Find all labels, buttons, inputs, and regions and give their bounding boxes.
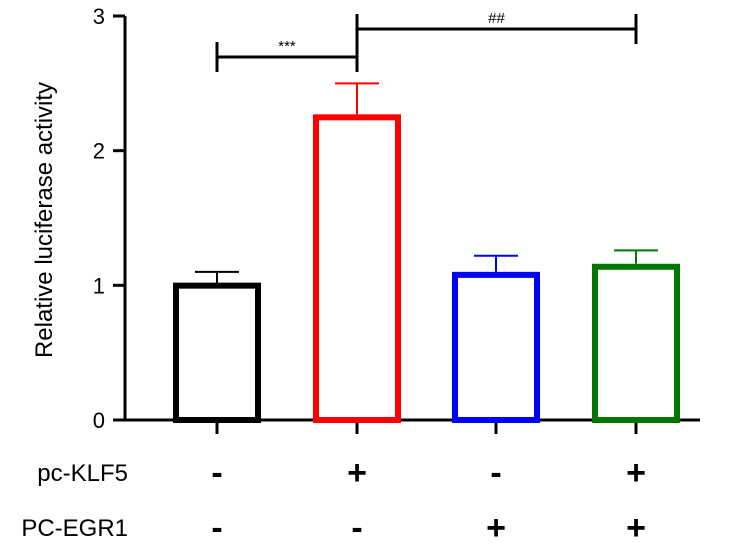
y-axis-label: Relative luciferase activity	[31, 82, 58, 358]
minus-sign: -	[490, 454, 501, 492]
minus-sign: -	[351, 509, 362, 544]
plus-sign: +	[486, 509, 506, 544]
y-tick-label: 2	[93, 139, 105, 164]
significance-label: ***	[278, 38, 296, 55]
plus-sign: +	[347, 454, 367, 492]
minus-sign: -	[211, 454, 222, 492]
y-tick-label: 1	[93, 273, 105, 298]
significance-layer: *** ##	[215, 10, 638, 72]
plus-sign: +	[626, 509, 646, 544]
bar	[173, 282, 261, 424]
y-tick-label: 3	[93, 4, 105, 29]
bar	[452, 271, 540, 423]
plus-sign: +	[626, 454, 646, 492]
treatment-label: PC-EGR1	[21, 515, 128, 542]
treatment-table: pc-KLF5 - + - + PC-EGR1 - - + +	[21, 454, 646, 544]
y-tick-label: 0	[93, 408, 105, 433]
significance-label: ##	[488, 10, 505, 27]
treatment-label: pc-KLF5	[37, 460, 128, 487]
bar	[313, 114, 401, 423]
bar-layer	[173, 82, 680, 424]
minus-sign: -	[211, 509, 222, 544]
bar	[592, 263, 680, 423]
